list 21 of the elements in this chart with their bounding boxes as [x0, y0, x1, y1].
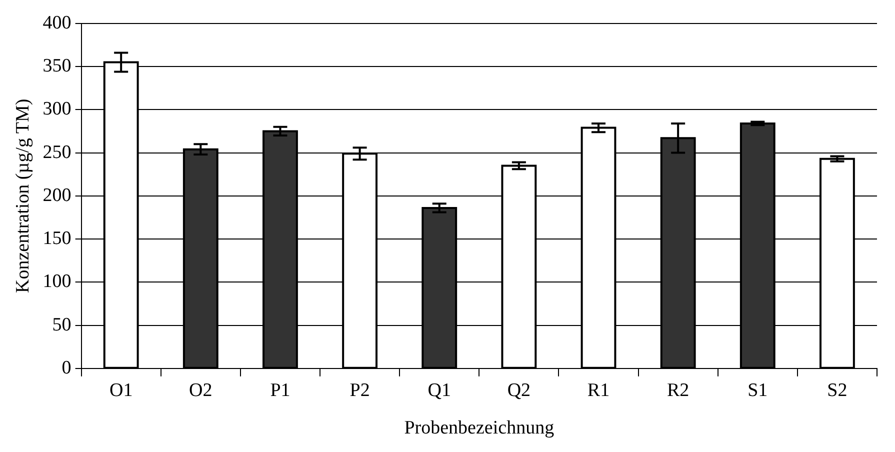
- y-tick-label: 200: [42, 184, 72, 206]
- x-tick-label: R1: [587, 380, 610, 401]
- y-tick-label: 400: [42, 12, 72, 34]
- y-tick-label: 50: [52, 314, 72, 336]
- x-tick-label: S2: [827, 380, 848, 401]
- x-tick-label: Q2: [507, 380, 531, 401]
- x-tick-label: R2: [666, 380, 690, 401]
- y-tick-label: 250: [42, 142, 72, 163]
- x-tick-label: P2: [350, 380, 370, 401]
- x-axis-title: Probenbezeichnung: [404, 418, 555, 439]
- x-tick-label: Q1: [428, 380, 451, 401]
- y-tick-label: 300: [42, 98, 72, 120]
- x-tick-label: O2: [189, 380, 212, 401]
- y-axis-title: Konzentration (µg/g TM): [12, 98, 34, 294]
- y-tick-label: 150: [42, 228, 72, 250]
- y-tick-label: 350: [42, 56, 72, 77]
- y-tick-label: 100: [42, 271, 72, 292]
- y-tick-label: 0: [62, 357, 72, 378]
- x-tick-label: P1: [270, 380, 290, 401]
- x-tick-label: S1: [748, 380, 768, 401]
- x-tick-label: O1: [109, 380, 133, 401]
